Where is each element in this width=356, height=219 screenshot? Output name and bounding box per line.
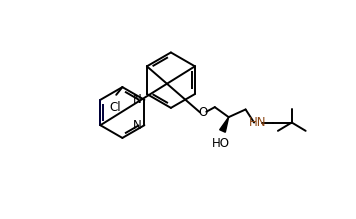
Text: N: N [132, 119, 141, 132]
Text: Cl: Cl [109, 101, 120, 114]
Polygon shape [220, 117, 229, 132]
Text: O: O [199, 106, 208, 119]
Text: HO: HO [212, 137, 230, 150]
Text: N: N [132, 93, 141, 106]
Text: HN: HN [248, 116, 266, 129]
